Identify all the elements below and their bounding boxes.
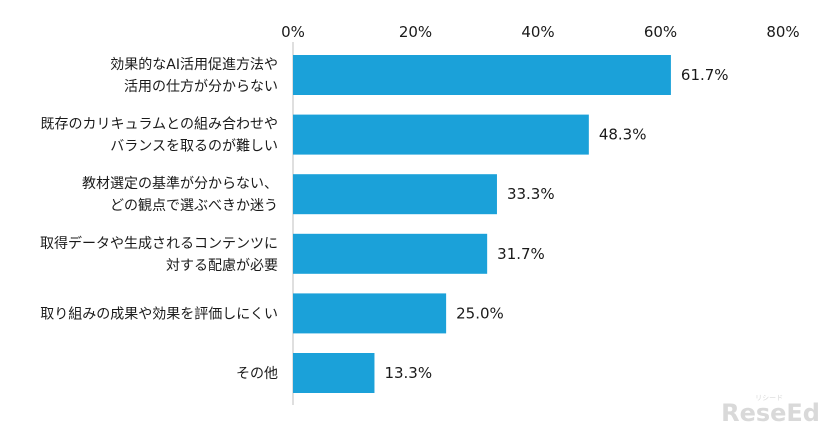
- x-tick-label: 80%: [766, 23, 799, 41]
- bar: [293, 55, 671, 95]
- category-label: 対する配慮が必要: [166, 258, 278, 274]
- bar: [293, 293, 447, 334]
- category-label: 効果的なAI活用促進方法や: [110, 57, 278, 73]
- watermark-logo: リシード ReseEd: [721, 394, 820, 427]
- value-label: 25.0%: [456, 304, 504, 322]
- category-label: 教材選定の基準が分からない、: [82, 175, 278, 192]
- value-label: 61.7%: [681, 66, 729, 84]
- category-label: 取り組みの成果や効果を評価しにくい: [40, 306, 278, 322]
- x-tick-label: 20%: [399, 23, 432, 41]
- category-label: どの観点で選ぶべきか迷う: [110, 197, 278, 214]
- category-label: バランスを取るのが難しい: [110, 139, 278, 155]
- category-label: 既存のカリキュラムとの組み合わせや: [41, 117, 278, 133]
- x-tick-label: 0%: [281, 23, 305, 41]
- bar: [293, 353, 375, 393]
- value-label: 48.3%: [599, 126, 647, 144]
- category-label: その他: [236, 366, 278, 382]
- bar: [293, 174, 497, 215]
- value-label: 31.7%: [497, 245, 545, 263]
- category-label: 活用の仕方が分からない: [124, 79, 278, 95]
- x-tick-label: 60%: [644, 23, 677, 41]
- bar: [293, 114, 589, 155]
- watermark-text: ReseEd: [721, 399, 820, 427]
- watermark-sub: リシード: [755, 394, 784, 402]
- category-label: 取得データや生成されるコンテンツに: [40, 235, 278, 252]
- bar: [293, 233, 488, 274]
- value-label: 33.3%: [507, 185, 555, 203]
- x-tick-label: 40%: [521, 23, 554, 41]
- value-label: 13.3%: [384, 364, 432, 382]
